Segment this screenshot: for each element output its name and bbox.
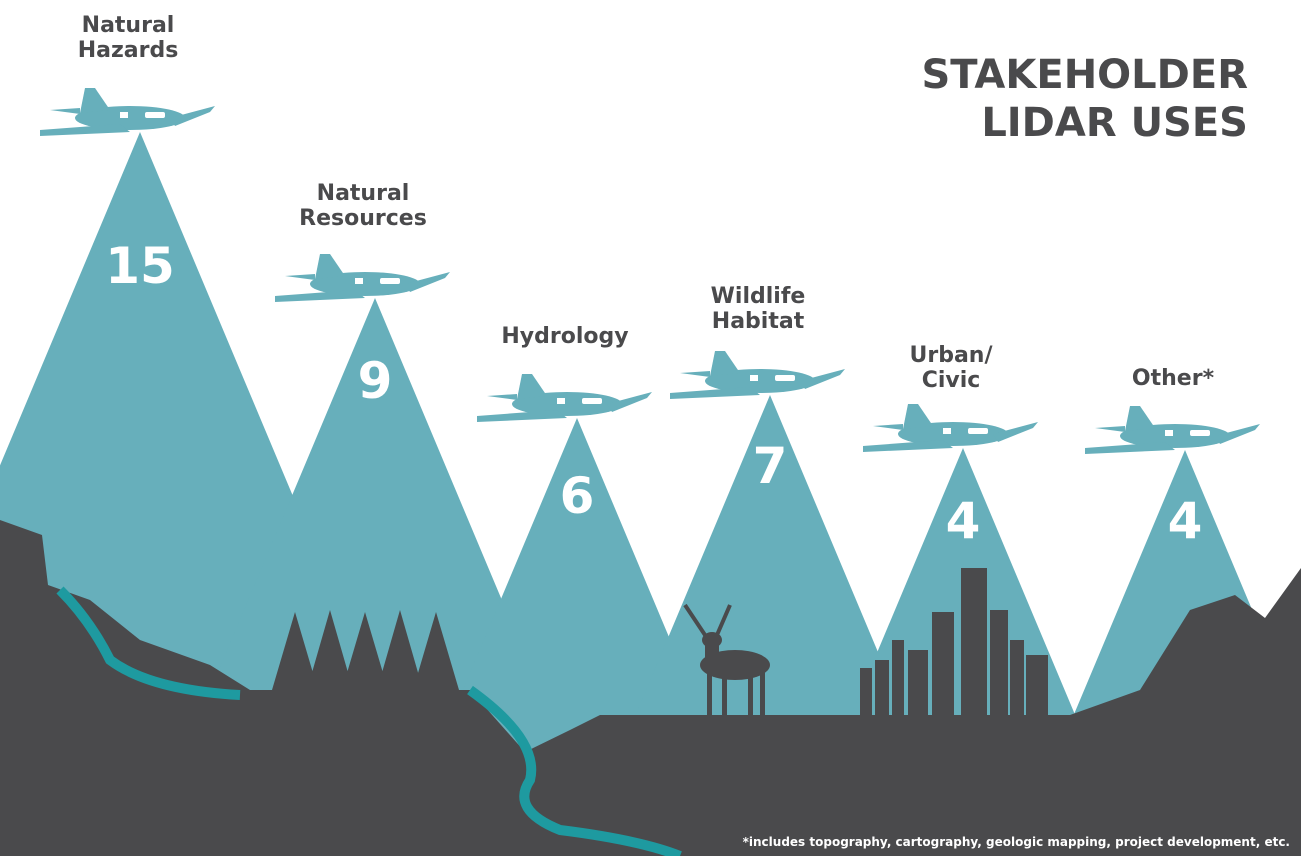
plane-window bbox=[120, 112, 128, 118]
item-value: 15 bbox=[105, 237, 175, 295]
plane-window bbox=[1190, 430, 1210, 436]
plane-window bbox=[750, 375, 758, 381]
plane-window bbox=[557, 398, 565, 404]
item-label: Civic bbox=[922, 368, 981, 393]
plane-window bbox=[355, 278, 363, 284]
plane-window bbox=[582, 398, 602, 404]
item-label: Habitat bbox=[712, 309, 805, 334]
plane-window bbox=[943, 428, 951, 434]
item-value: 4 bbox=[1168, 492, 1203, 550]
item-value: 4 bbox=[946, 492, 981, 550]
plane-window bbox=[1165, 430, 1173, 436]
item-label: Resources bbox=[299, 206, 427, 231]
title-line: LIDAR USES bbox=[981, 100, 1248, 146]
item-label: Other* bbox=[1132, 366, 1215, 391]
item-label: Hydrology bbox=[501, 324, 628, 349]
plane-window bbox=[380, 278, 400, 284]
item-value: 9 bbox=[358, 352, 393, 410]
plane-window bbox=[775, 375, 795, 381]
item-label: Natural bbox=[82, 13, 175, 38]
plane-window bbox=[145, 112, 165, 118]
footnote: *includes topography, cartography, geolo… bbox=[743, 835, 1290, 849]
plane-window bbox=[968, 428, 988, 434]
item-label: Wildlife bbox=[711, 284, 806, 309]
item-value: 6 bbox=[560, 467, 595, 525]
title-line: STAKEHOLDER bbox=[921, 52, 1248, 98]
infographic: NaturalHazards15NaturalResources9Hydrolo… bbox=[0, 0, 1301, 856]
item-label: Natural bbox=[317, 181, 410, 206]
item-value: 7 bbox=[753, 437, 788, 495]
item-label: Urban/ bbox=[909, 343, 993, 368]
item-label: Hazards bbox=[78, 38, 179, 63]
